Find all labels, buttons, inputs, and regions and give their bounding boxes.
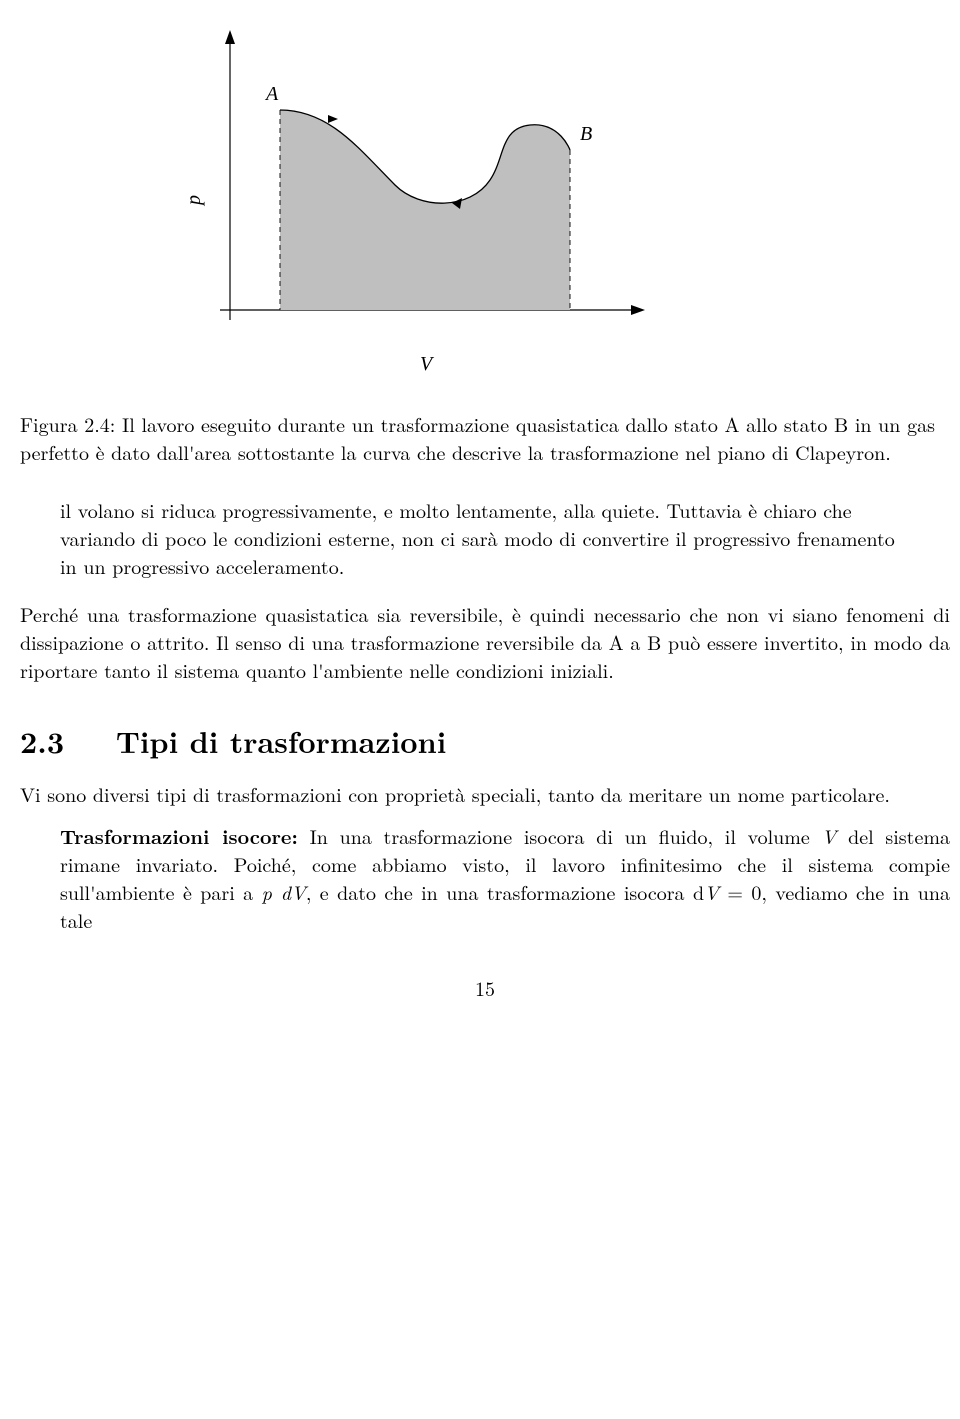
section-heading: 2.3 Tipi di trasformazioni	[20, 720, 950, 762]
def-term: Trasformazioni isocore:	[60, 821, 298, 850]
pv-diagram: A B p V	[190, 30, 650, 390]
def-body3: , e dato che in una trasformazione isoco…	[306, 877, 704, 906]
section-title: Tipi di trasformazioni	[116, 719, 446, 762]
def-isocore: Trasformazioni isocore: In una trasforma…	[60, 822, 950, 934]
figure-clapeyron: A B p V	[190, 30, 960, 390]
caption-prefix: Figura 2.4:	[20, 409, 115, 438]
quoted-paragraph: il volano si riduca progressivamente, e …	[60, 496, 910, 580]
svg-text:V: V	[420, 353, 435, 375]
page-number: 15	[10, 974, 960, 1002]
section-number: 2.3	[20, 719, 64, 762]
caption-text: Il lavoro eseguito durante un trasformaz…	[20, 409, 935, 466]
def-body1: In una trasformazione isocora di un flui…	[298, 821, 822, 850]
quote-text: il volano si riduca progressivamente, e …	[60, 495, 895, 580]
para1-text: Perché una trasformazione quasistatica s…	[20, 599, 950, 684]
svg-text:B: B	[580, 123, 592, 145]
para2-text: Vi sono diversi tipi di trasformazioni c…	[20, 779, 890, 808]
math-V: V	[822, 821, 837, 850]
math-pdV: p dV	[262, 877, 306, 906]
paragraph-types-intro: Vi sono diversi tipi di trasformazioni c…	[20, 780, 950, 808]
figure-caption: Figura 2.4: Il lavoro eseguito durante u…	[20, 410, 950, 466]
page-number-value: 15	[475, 973, 495, 1002]
svg-text:p: p	[190, 195, 205, 207]
paragraph-reversible: Perché una trasformazione quasistatica s…	[20, 600, 950, 684]
svg-text:A: A	[264, 83, 279, 105]
math-V2: V	[704, 877, 719, 906]
